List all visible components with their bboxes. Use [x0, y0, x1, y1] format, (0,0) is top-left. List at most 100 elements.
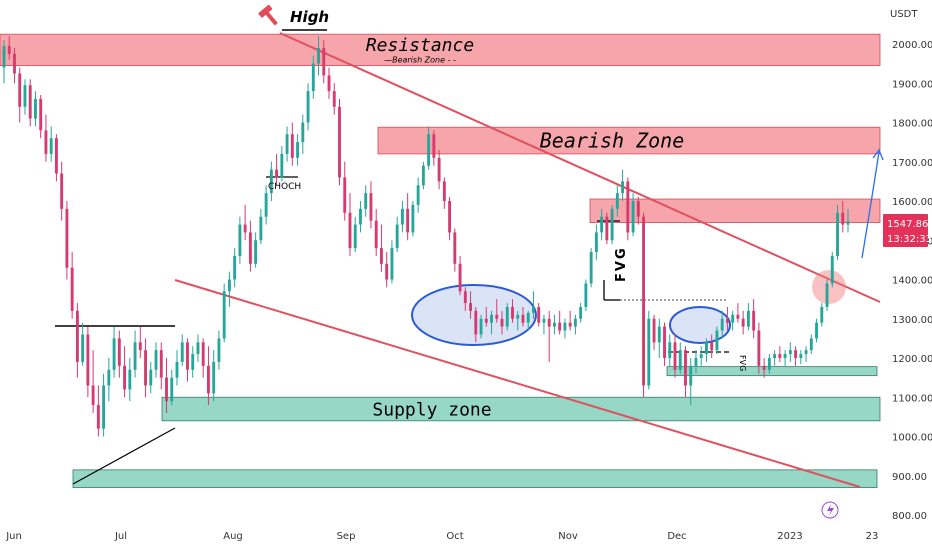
candle	[657, 318, 661, 358]
candle	[799, 350, 803, 364]
candle	[767, 354, 771, 374]
candle	[778, 346, 782, 362]
candle	[201, 338, 205, 378]
high-label: High	[290, 8, 329, 26]
zone-4	[72, 469, 878, 488]
candle	[841, 201, 845, 233]
accumulation-ellipse-2	[669, 306, 731, 344]
candle	[521, 306, 525, 327]
candle	[505, 303, 509, 331]
candle	[369, 181, 373, 229]
candle	[741, 310, 745, 335]
candle	[238, 216, 242, 264]
candle	[689, 358, 693, 406]
x-tick-label: Oct	[446, 531, 463, 542]
candle	[673, 334, 677, 378]
y-tick-label: 1800.00	[892, 119, 932, 130]
candle	[75, 303, 79, 378]
x-axis: Jun Jul Aug Sep Oct Nov Dec 2023 23	[5, 531, 878, 542]
candle	[705, 338, 708, 362]
candle	[144, 338, 147, 398]
breakout-circle	[812, 270, 846, 304]
candle	[290, 122, 294, 166]
candle	[133, 330, 137, 378]
candle	[804, 346, 808, 362]
projection-arrow	[861, 151, 880, 259]
candle	[647, 310, 651, 390]
labels-layer: High CHOCH FVG FVG	[268, 8, 747, 371]
y-tick-label: 1100.00	[892, 393, 932, 404]
zone-3	[161, 396, 881, 422]
candle	[636, 197, 640, 225]
candle	[746, 303, 750, 331]
candle	[322, 40, 326, 84]
y-tick-label: 800.00	[892, 511, 927, 522]
candle	[39, 95, 43, 139]
candle	[311, 55, 315, 99]
candle	[500, 310, 504, 335]
candle	[542, 314, 546, 335]
candle	[186, 338, 189, 382]
projection-arrowhead	[872, 148, 884, 161]
candle	[222, 283, 226, 343]
candle	[563, 318, 567, 339]
candle	[474, 306, 478, 343]
candle	[720, 310, 724, 339]
candle	[7, 36, 11, 60]
candle	[207, 346, 210, 406]
candle	[353, 216, 357, 253]
y-tick-label: 1000.00	[892, 433, 932, 444]
candle	[212, 350, 216, 402]
candle	[301, 114, 305, 154]
candle	[65, 201, 69, 280]
candle	[165, 358, 168, 413]
candle	[191, 346, 195, 378]
candle	[227, 271, 231, 307]
candle	[96, 385, 100, 437]
candle	[605, 212, 609, 245]
candle	[463, 287, 467, 311]
candle	[495, 299, 499, 323]
candle	[2, 40, 6, 84]
candle	[138, 326, 142, 358]
drawings-layer	[55, 4, 884, 519]
candle	[233, 248, 237, 288]
candle	[49, 126, 53, 162]
candle	[406, 193, 410, 241]
candle	[668, 334, 672, 366]
candle	[306, 83, 310, 131]
candle	[568, 310, 572, 331]
y-tick-label: 1300.00	[892, 315, 932, 326]
candle	[490, 310, 493, 335]
candle	[652, 314, 656, 351]
candle	[86, 326, 90, 398]
small-fvg-label: FVG	[738, 355, 747, 371]
candle	[364, 185, 368, 217]
candle	[217, 330, 221, 370]
last-price-tag: 1547.86 13:32:33	[883, 214, 932, 247]
candle	[285, 126, 289, 162]
candle	[432, 130, 436, 166]
candle	[54, 134, 58, 182]
candle	[196, 334, 200, 362]
candle	[60, 161, 64, 221]
accumulation-ellipse-1	[411, 284, 537, 346]
candle	[102, 373, 106, 437]
candle	[395, 216, 399, 253]
candle	[752, 299, 756, 339]
candle	[631, 193, 635, 237]
zone-label-3: Supply zone	[372, 399, 491, 420]
currency-label: USDT	[890, 9, 918, 20]
candle	[359, 201, 362, 233]
candle	[469, 291, 473, 319]
candle	[28, 79, 32, 127]
candle	[458, 255, 462, 296]
ascending-support-line	[72, 427, 176, 485]
candle	[699, 346, 703, 366]
last-price-countdown: 13:32:33	[887, 234, 932, 245]
candle	[259, 208, 263, 245]
candle	[547, 310, 551, 362]
